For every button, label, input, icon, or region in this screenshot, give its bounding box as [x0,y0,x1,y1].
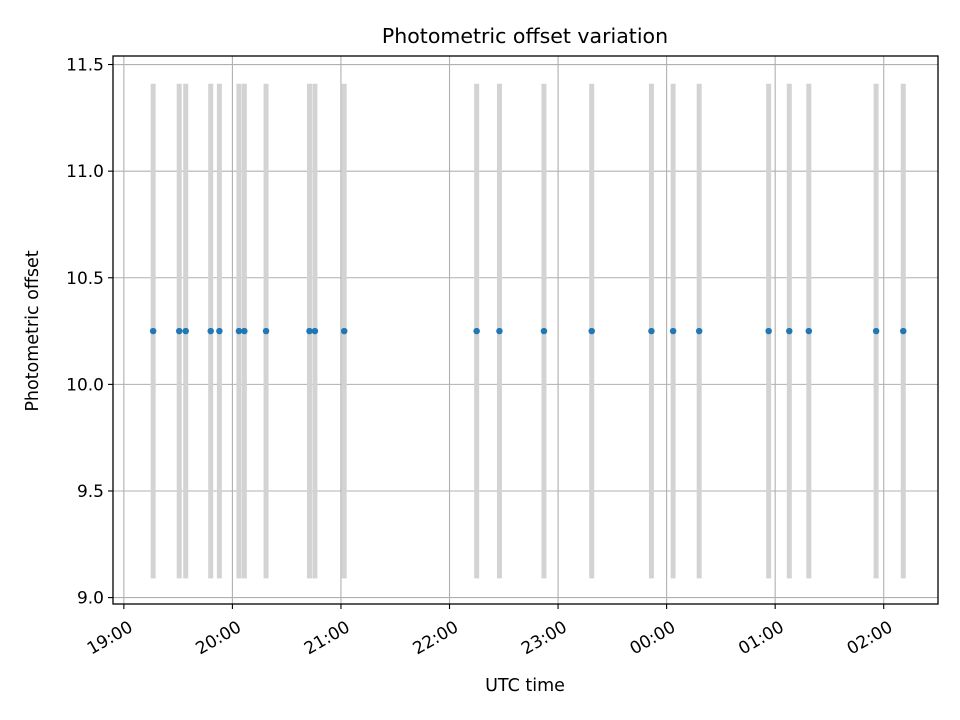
data-point [805,327,813,335]
data-point [262,327,270,335]
data-point [648,327,655,335]
data-point [786,327,793,335]
y-tick-label: 9.5 [77,482,104,502]
data-point [216,327,223,335]
data-point [306,327,313,335]
y-axis-label: Photometric offset [23,250,43,411]
data-point [695,327,703,335]
y-tick-label: 11.0 [66,162,104,182]
data-point [241,327,248,335]
x-axis-label: UTC time [485,676,565,696]
data-point [872,327,880,335]
data-point [765,327,772,335]
data-point [176,327,183,335]
data-point [540,327,548,335]
data-point [235,327,243,335]
data-point [588,327,595,335]
data-point [149,327,157,335]
data-point [207,327,214,335]
data-point [182,327,189,335]
data-points [149,327,907,335]
data-point [341,327,348,335]
y-tick-label: 9.0 [77,589,104,609]
data-point [900,327,907,335]
y-tick-label: 10.5 [66,269,104,289]
data-point [473,327,480,335]
data-point [311,327,319,335]
data-point [496,327,503,335]
y-tick-label: 10.0 [66,375,104,395]
data-point [669,327,677,335]
y-tick-label: 11.5 [66,56,104,76]
plot-frame [112,55,939,605]
grid [113,56,938,604]
chart-title: Photometric offset variation [382,24,668,48]
